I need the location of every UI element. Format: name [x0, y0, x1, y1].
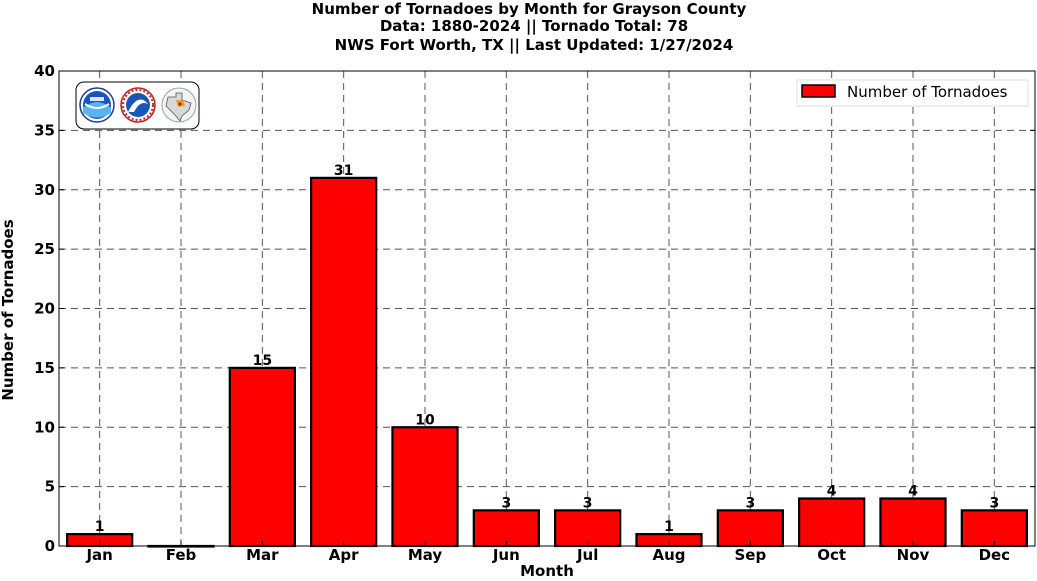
x-tick-label: Jan [85, 546, 112, 564]
bar-value-label: 3 [745, 495, 755, 511]
bar-may [391, 426, 459, 548]
legend: Number of Tornadoes [796, 79, 1029, 107]
chart-title-line-3: NWS Fort Worth, TX || Last Updated: 1/27… [335, 36, 734, 55]
y-tick-label: 30 [34, 181, 55, 199]
bar-jul [554, 509, 622, 548]
x-tick-label: Nov [897, 546, 930, 564]
chart-title-line-2: Data: 1880-2024 || Tornado Total: 78 [380, 17, 688, 36]
bar-apr [310, 176, 378, 548]
bar-value-label: 4 [908, 484, 918, 500]
bar-oct [798, 497, 866, 548]
bar-value-label: 3 [583, 495, 593, 511]
bar-value-label: 15 [253, 353, 272, 369]
grid-lines [59, 71, 1035, 546]
bar-value-label: 3 [989, 495, 999, 511]
legend-label: Number of Tornadoes [847, 83, 1008, 101]
bars [66, 176, 1028, 548]
x-tick-label: Mar [246, 546, 279, 564]
y-axis-label: Number of Tornadoes [0, 219, 17, 400]
bar-dec [960, 509, 1028, 548]
legend-swatch [801, 84, 836, 98]
bar-value-label: 1 [664, 519, 674, 535]
chart-title-line-1: Number of Tornadoes by Month for Grayson… [312, 0, 747, 18]
bar-value-label: 4 [827, 484, 837, 500]
bar-value-label: 1 [95, 519, 105, 535]
y-tick-label: 15 [34, 359, 55, 377]
national-weather-service-logo-icon [120, 87, 156, 123]
logo-box [75, 81, 200, 130]
bar-sep [716, 509, 784, 548]
y-tick-label: 40 [34, 62, 55, 80]
noaa-logo-icon [79, 87, 115, 123]
texas-map-logo-icon [161, 87, 197, 123]
x-axis-label: Month [520, 562, 574, 580]
y-tick-label: 10 [34, 418, 55, 436]
x-tick-label: May [408, 546, 443, 564]
bar-mar [228, 366, 296, 548]
bar-value-label: 31 [334, 163, 353, 179]
x-tick-label: Apr [329, 546, 359, 564]
bar-nov [879, 497, 947, 548]
y-tick-label: 5 [45, 478, 55, 496]
x-tick-label: Feb [166, 546, 197, 564]
bar-value-label: 3 [501, 495, 511, 511]
bar-value-label: 10 [415, 412, 435, 428]
x-tick-label: Dec [979, 546, 1011, 564]
x-tick-label: Sep [734, 546, 766, 564]
y-tick-label: 25 [34, 240, 55, 258]
y-tick-label: 20 [34, 300, 55, 318]
x-tick-label: Jun [492, 546, 520, 564]
y-axis-ticks: 0 5 10 15 20 25 30 35 40 [34, 62, 1035, 555]
y-tick-label: 35 [34, 121, 55, 139]
bar-jun [472, 509, 540, 548]
x-tick-label: Aug [652, 546, 685, 564]
x-tick-label: Oct [817, 546, 846, 564]
x-axis-ticks: Jan Feb Mar Apr May Jun Jul Aug Sep Oct Nov Dec [85, 541, 1010, 564]
x-tick-label: Jul [576, 546, 598, 564]
y-tick-label: 0 [45, 537, 55, 555]
